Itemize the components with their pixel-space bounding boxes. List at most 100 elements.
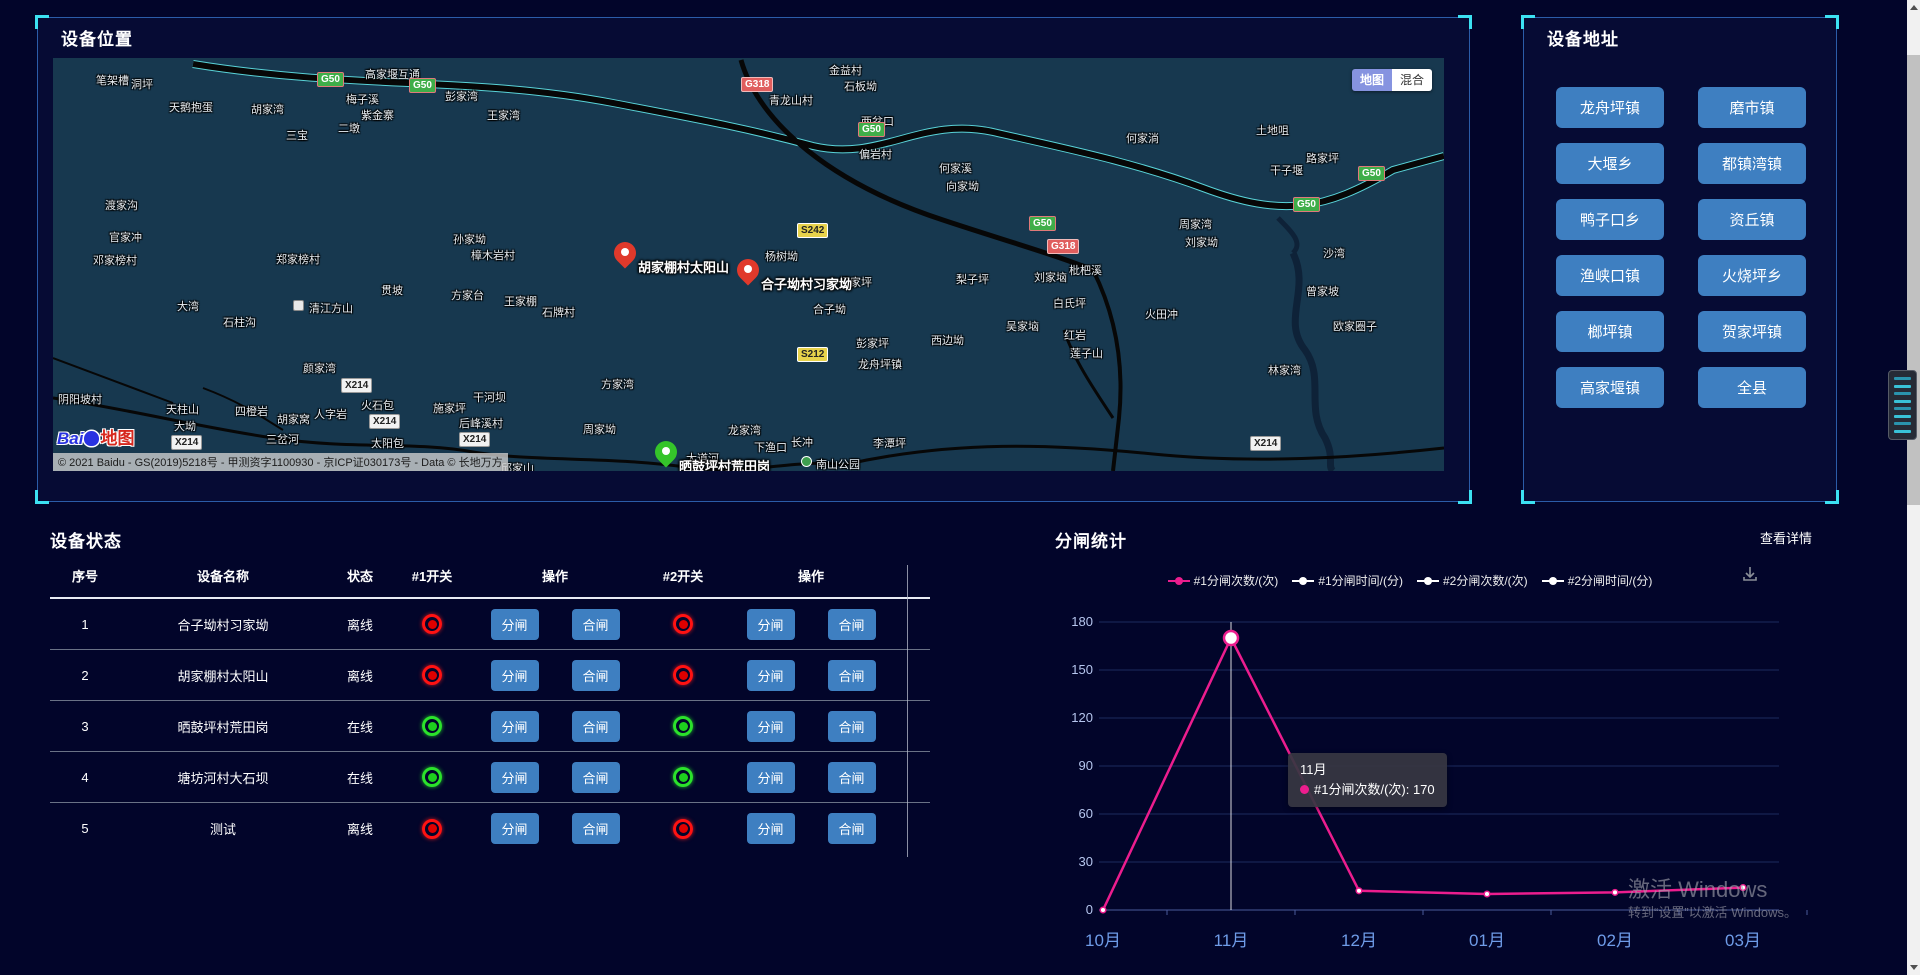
address-button[interactable]: 都镇湾镇	[1698, 143, 1806, 184]
open-switch-button[interactable]: 分闸	[490, 659, 539, 691]
open-switch-button[interactable]: 分闸	[746, 710, 795, 742]
address-button[interactable]: 大堰乡	[1556, 143, 1664, 184]
map-type-hybrid-button[interactable]: 混合	[1391, 69, 1432, 91]
row-no: 3	[81, 718, 89, 734]
close-switch-button[interactable]: 合闸	[827, 813, 876, 844]
road-badge: X214	[369, 414, 401, 429]
legend-item[interactable]: #2分闸次数/(次)	[1417, 572, 1528, 589]
corner-accent	[1825, 490, 1839, 504]
table-row: 1 合子坳村习家坳 离线 分闸 合闸 分闸 合闸	[50, 599, 930, 650]
table-header: 序号 设备名称 状态 #1开关 操作 #2开关 操作	[50, 566, 930, 599]
col-switch1: #1开关	[411, 569, 453, 584]
row-device-name: 晒鼓坪村荒田岗	[177, 719, 269, 735]
road-badge: X214	[459, 432, 491, 447]
address-button[interactable]: 龙舟坪镇	[1556, 87, 1664, 128]
svg-text:0: 0	[1086, 902, 1093, 917]
close-switch-button[interactable]: 合闸	[571, 761, 620, 793]
map-place-label: 四橙岩	[235, 406, 268, 418]
switch-led-red	[422, 818, 442, 839]
svg-text:60: 60	[1079, 806, 1093, 821]
map-place-label: 沙湾	[1323, 248, 1345, 260]
open-switch-button[interactable]: 分闸	[746, 659, 795, 691]
trip-statistics-section: 分闸统计 查看详情 #1分闸次数/(次) #1分闸时间/(分) #2分闸次数/(次)…	[1040, 520, 1840, 975]
address-button[interactable]: 鸭子口乡	[1556, 199, 1664, 240]
corner-accent	[35, 490, 49, 504]
map-place-label: 邓家榜村	[93, 255, 137, 267]
open-switch-button[interactable]: 分闸	[490, 761, 539, 793]
row-device-name: 合子坳村习家坳	[177, 617, 269, 633]
close-switch-button[interactable]: 合闸	[571, 710, 620, 742]
close-switch-button[interactable]: 合闸	[827, 761, 876, 793]
map-place-label: 大道河	[686, 453, 719, 465]
close-switch-button[interactable]: 合闸	[571, 659, 620, 691]
address-button[interactable]: 高家堰镇	[1556, 367, 1664, 408]
map-place-label: 二墩	[338, 123, 360, 135]
scrollbar-down-arrow[interactable]	[1907, 960, 1920, 975]
close-switch-button[interactable]: 合闸	[571, 813, 620, 844]
open-switch-button[interactable]: 分闸	[490, 813, 539, 844]
close-switch-button[interactable]: 合闸	[827, 659, 876, 691]
map-place-label: 官家冲	[109, 232, 142, 244]
map-pin-label: 胡家棚村太阳山	[638, 260, 730, 275]
road-badge: X214	[341, 378, 373, 393]
road-badge: G50	[858, 122, 885, 137]
open-switch-button[interactable]: 分闸	[746, 761, 795, 793]
map-place-label: 阴阳坡村	[58, 394, 102, 406]
map-place-label: 干子堰	[1270, 165, 1303, 177]
map-place-label: 刘家坳	[1185, 237, 1218, 249]
legend-item[interactable]: #1分闸次数/(次)	[1167, 572, 1278, 589]
legend-item[interactable]: #2分闸时间/(分)	[1541, 572, 1652, 589]
row-no: 1	[81, 616, 89, 632]
table-scroll-divider	[907, 565, 908, 857]
close-switch-button[interactable]: 合闸	[827, 710, 876, 742]
map-place-label: 吴家垴	[1006, 321, 1039, 333]
row-status: 离线	[346, 617, 373, 633]
open-switch-button[interactable]: 分闸	[490, 608, 539, 640]
download-icon[interactable]	[1740, 564, 1760, 584]
map-place-label: 人字岩	[314, 409, 347, 421]
address-button[interactable]: 贺家坪镇	[1698, 311, 1806, 352]
road-badge: G50	[1293, 197, 1320, 212]
map-place-label: 王家湾	[487, 110, 520, 122]
scroll-indicator-widget[interactable]	[1888, 370, 1917, 440]
address-button[interactable]: 榔坪镇	[1556, 311, 1664, 352]
row-status: 在线	[346, 719, 373, 735]
map-place-label: 莲子山	[1070, 348, 1103, 360]
svg-text:02月: 02月	[1597, 931, 1633, 950]
svg-text:01月: 01月	[1469, 931, 1505, 950]
corner-accent	[35, 15, 49, 29]
map-place-label: 林家湾	[1268, 365, 1301, 377]
open-switch-button[interactable]: 分闸	[490, 710, 539, 742]
legend-item[interactable]: #1分闸时间/(分)	[1292, 572, 1403, 589]
open-switch-button[interactable]: 分闸	[746, 813, 795, 844]
close-switch-button[interactable]: 合闸	[827, 608, 876, 640]
open-switch-button[interactable]: 分闸	[746, 608, 795, 640]
map-place-label: 杨家坪	[839, 277, 872, 289]
map-place-label: 彭家坪	[856, 338, 889, 350]
map-pin-label: 合子坳村习家坳	[761, 277, 853, 292]
scrollbar-up-arrow[interactable]	[1907, 0, 1920, 15]
map-pin-red[interactable]	[609, 237, 641, 272]
map-pin-label: 晒鼓坪村荒田岗	[679, 459, 771, 471]
address-button[interactable]: 渔峡口镇	[1556, 255, 1664, 296]
svg-text:12月: 12月	[1341, 931, 1377, 950]
address-button[interactable]: 资丘镇	[1698, 199, 1806, 240]
close-switch-button[interactable]: 合闸	[571, 608, 620, 640]
road-badge: X214	[1250, 436, 1282, 451]
address-button[interactable]: 全县	[1698, 367, 1806, 408]
legend-line-icon	[1541, 576, 1564, 585]
map-pin-green[interactable]	[650, 436, 682, 471]
map-type-2d-button[interactable]: 地图	[1351, 69, 1392, 91]
table-row: 3 晒鼓坪村荒田岗 在线 分闸 合闸 分闸 合闸	[50, 701, 930, 752]
map-place-label: 欧家圈子	[1333, 321, 1377, 333]
map-place-label: 刘家垴	[1034, 272, 1067, 284]
address-button-grid: 龙舟坪镇 磨市镇 大堰乡 都镇湾镇 鸭子口乡 资丘镇 渔峡口镇 火烧坪乡 榔坪镇 贺家坪镇 高家堰镇…	[1556, 87, 1806, 408]
map-place-label: 南山公园	[816, 459, 860, 471]
view-details-link[interactable]: 查看详情	[1759, 531, 1812, 546]
address-button[interactable]: 火烧坪乡	[1698, 255, 1806, 296]
map-pin-red[interactable]	[732, 254, 764, 289]
baidu-map[interactable]: 笔架槽 洞坪 天鹅抱蛋 胡家湾 梅子溪 紫金寨 二墩 三宝 高家堰互通 彭家湾 王家湾 金益村 石板坳青…	[53, 58, 1444, 471]
map-type-control: 地图 混合	[1351, 69, 1432, 91]
address-button[interactable]: 磨市镇	[1698, 87, 1806, 128]
